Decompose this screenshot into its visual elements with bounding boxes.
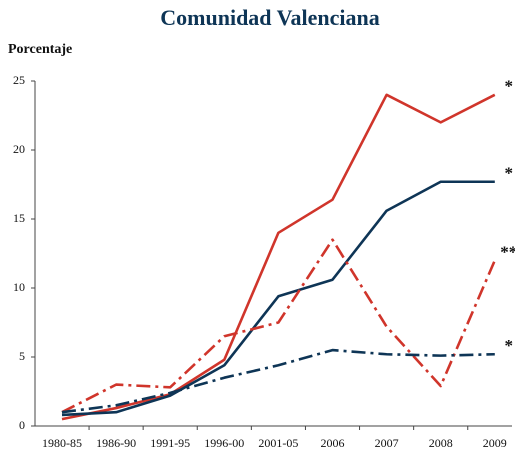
annotation: * xyxy=(505,77,514,96)
annotation: ** xyxy=(500,242,515,261)
x-tick-label: 2007 xyxy=(375,436,399,450)
annotation: * xyxy=(505,336,514,355)
x-tick-label: 1980-85 xyxy=(42,436,82,450)
y-tick-label: 10 xyxy=(13,280,25,294)
y-tick-label: 0 xyxy=(19,418,25,432)
series-line xyxy=(61,180,495,417)
annotation: * xyxy=(505,164,514,183)
x-tick-label: 2009 xyxy=(483,436,507,450)
x-tick-label: 1991-95 xyxy=(150,436,190,450)
y-tick-label: 25 xyxy=(13,73,25,87)
y-tick-label: 15 xyxy=(13,211,25,225)
x-tick-label: 2008 xyxy=(429,436,453,450)
x-tick-label: 2001-05 xyxy=(258,436,298,450)
y-tick-label: 20 xyxy=(13,142,25,156)
x-tick-label: 2006 xyxy=(321,436,345,450)
y-tick-label: 5 xyxy=(19,349,25,363)
y-axis-label: Porcentaje xyxy=(8,42,72,57)
series-line xyxy=(61,238,496,414)
series-line xyxy=(61,348,495,414)
chart-title: Comunidad Valenciana xyxy=(160,5,379,30)
x-tick-label: 1986-90 xyxy=(96,436,136,450)
series-line xyxy=(61,93,496,421)
x-tick-label: 1996-00 xyxy=(204,436,244,450)
